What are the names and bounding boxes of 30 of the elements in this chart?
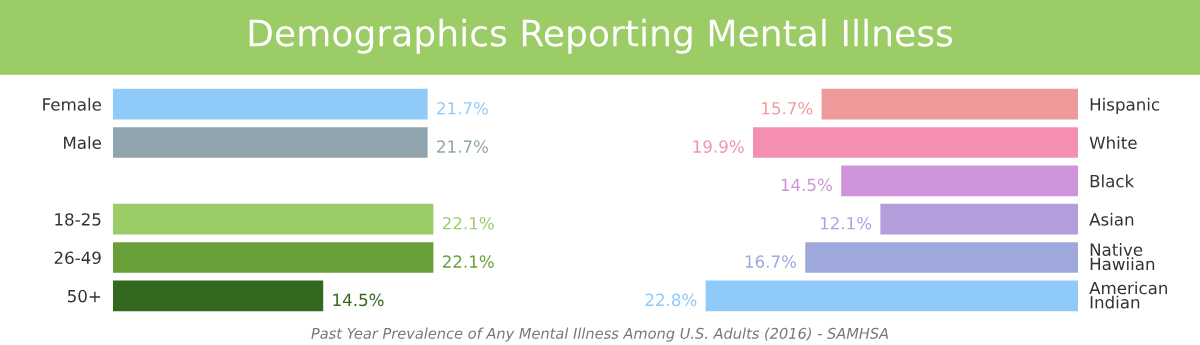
y-tick-label: 50+ bbox=[68, 289, 101, 303]
data-label: 12.1% bbox=[820, 216, 872, 230]
data-label: 22.1% bbox=[442, 216, 494, 230]
bar bbox=[805, 242, 1078, 273]
y-tick-label: Black bbox=[1090, 174, 1135, 188]
data-label: 22.1% bbox=[442, 255, 494, 268]
bar bbox=[705, 280, 1078, 312]
text: Past Year Prevalence of Any Mental Illness Among U.S. Adults (2016) - SAMHSA bbox=[311, 327, 889, 342]
bar bbox=[821, 88, 1078, 120]
data-label: 21.7% bbox=[437, 140, 488, 153]
data-label: 22.8% bbox=[645, 293, 697, 307]
data-label: 21.7% bbox=[437, 101, 488, 115]
y-tick-label: 26-49 bbox=[54, 251, 101, 265]
data-label: 15.7% bbox=[762, 101, 813, 115]
data-label: 19.9% bbox=[693, 140, 744, 153]
data-label: 14.5% bbox=[333, 293, 384, 307]
bar bbox=[841, 165, 1078, 197]
y-tick-label: Native Hawiian bbox=[1090, 243, 1155, 271]
y-tick-label: White bbox=[1089, 136, 1137, 150]
y-tick-label: Female bbox=[43, 97, 101, 111]
bar bbox=[880, 203, 1078, 235]
data-label: 14.5% bbox=[781, 178, 832, 192]
text: Demographics Reporting Mental Illness bbox=[249, 18, 953, 54]
y-tick-label: Asian bbox=[1089, 212, 1134, 226]
y-tick-label: 18-25 bbox=[55, 213, 101, 226]
data-label: 16.7% bbox=[745, 255, 797, 268]
y-tick-label: Male bbox=[64, 136, 101, 150]
bar bbox=[753, 127, 1078, 158]
y-tick-label: Hispanic bbox=[1090, 97, 1160, 114]
y-tick-label: American Indian bbox=[1089, 281, 1168, 309]
